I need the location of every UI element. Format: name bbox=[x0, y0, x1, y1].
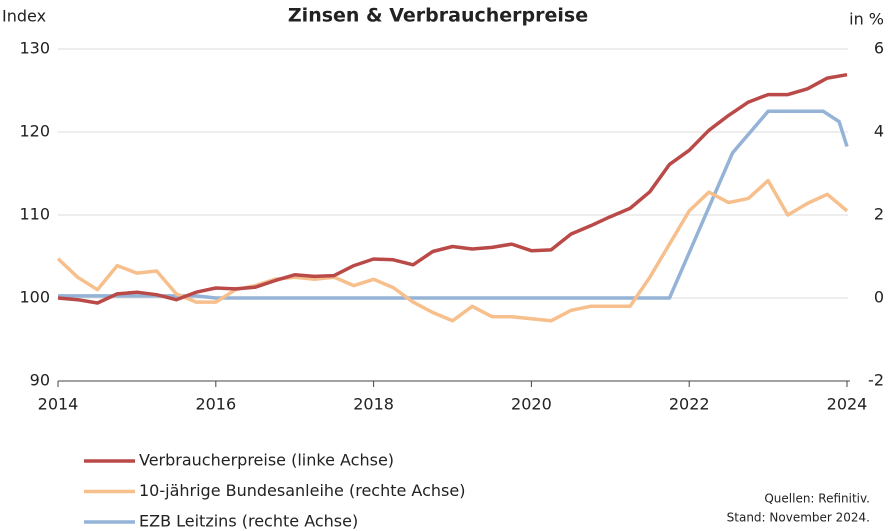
y-tick-label: 120 bbox=[19, 122, 50, 141]
source: Stand: November 2024. bbox=[727, 511, 870, 525]
line-series bbox=[56, 178, 849, 323]
y-tick-label: 130 bbox=[19, 39, 50, 58]
source: Quellen: Refinitiv. bbox=[764, 492, 870, 506]
x-tick-label: 2022 bbox=[669, 395, 710, 414]
y2-tick-label: 4 bbox=[874, 122, 884, 141]
y-axis-label: Index bbox=[2, 7, 46, 26]
x-tick-label: 2018 bbox=[353, 395, 394, 414]
y-tick-label: 100 bbox=[19, 288, 50, 307]
x-tick-label: 2020 bbox=[511, 395, 552, 414]
y2-tick-label: -2 bbox=[868, 371, 884, 390]
y2-tick-label: 2 bbox=[874, 205, 884, 224]
line-series bbox=[58, 109, 849, 300]
line-series bbox=[57, 72, 848, 305]
legend-label: Verbraucherpreise (linke Achse) bbox=[139, 451, 394, 470]
x-tick-label: 2024 bbox=[827, 395, 868, 414]
y-tick-label: 110 bbox=[19, 205, 50, 224]
y2-tick-label: 6 bbox=[874, 39, 884, 58]
y-tick-label: 90 bbox=[30, 371, 50, 390]
legend-label: EZB Leitzins (rechte Achse) bbox=[139, 512, 358, 531]
y2-tick-label: 0 bbox=[874, 288, 884, 307]
x-tick-label: 2016 bbox=[195, 395, 236, 414]
x-tick-label: 2014 bbox=[38, 395, 79, 414]
chart-title: Zinsen & Verbraucherpreise bbox=[288, 5, 588, 27]
y2-axis-label: in % bbox=[849, 10, 884, 29]
legend-label: 10-jährige Bundesanleihe (rechte Achse) bbox=[139, 481, 465, 500]
